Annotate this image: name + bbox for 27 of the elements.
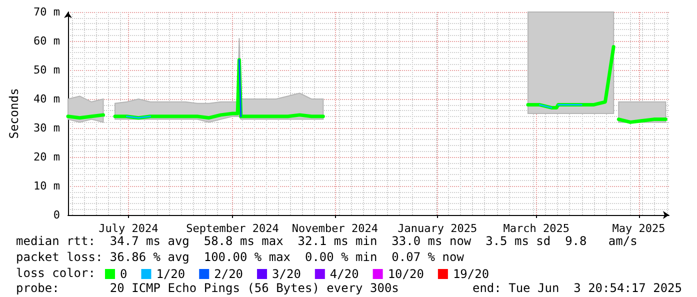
x-tick-label: May 2025 bbox=[612, 222, 666, 235]
x-tick-label: September 2024 bbox=[186, 222, 280, 235]
y-tick-label: 10 m bbox=[34, 180, 60, 192]
x-tick-label: January 2025 bbox=[398, 222, 478, 235]
x-tick-label: March 2025 bbox=[503, 222, 570, 235]
legend-label: 1/20 bbox=[156, 267, 186, 281]
legend-label: 4/20 bbox=[330, 267, 359, 281]
legend-label: 3/20 bbox=[272, 267, 301, 281]
y-tick-label: 60 m bbox=[34, 34, 60, 48]
x-tick-label: July 2024 bbox=[98, 222, 159, 235]
text: median rtt: 34.7 ms avg 58.8 ms max 32.1 ms min 33.0 ms now 3.5 ms sd 9.8 am/s bbox=[16, 234, 638, 248]
legend-label: 2/20 bbox=[214, 267, 244, 281]
text: probe: 20 ICMP Echo Pings (56 Bytes) every 300s bbox=[16, 281, 399, 295]
text: end: Tue Jun 3 20:54:17 2025 bbox=[472, 281, 682, 295]
y-tick-label: 50 m bbox=[34, 64, 60, 76]
x-tick-label: November 2024 bbox=[292, 222, 378, 235]
y-tick-label: 40 m bbox=[34, 92, 60, 106]
y-tick-label: 20 m bbox=[34, 150, 60, 164]
legend-label: 10/20 bbox=[388, 267, 424, 281]
y-tick-label: 70 m bbox=[34, 6, 60, 18]
legend-label: 19/20 bbox=[452, 267, 490, 281]
y-tick-label: 30 m bbox=[34, 122, 60, 134]
y-axis-title: Seconds bbox=[7, 88, 21, 139]
y-tick-label: 0 bbox=[53, 208, 60, 222]
legend-title: loss color: bbox=[16, 266, 96, 280]
text: packet loss: 36.86 % avg 100.00 % max 0.00 % min 0.07 % now bbox=[16, 250, 465, 264]
legend-label: 0 bbox=[120, 267, 128, 281]
